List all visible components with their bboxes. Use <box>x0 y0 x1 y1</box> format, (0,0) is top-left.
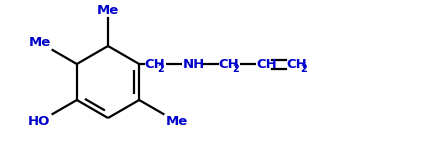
Text: Me: Me <box>166 115 187 128</box>
Text: HO: HO <box>28 115 51 128</box>
Text: 2: 2 <box>232 64 239 74</box>
Text: 2: 2 <box>158 64 164 74</box>
Text: 2: 2 <box>300 64 307 74</box>
Text: CH: CH <box>144 57 165 70</box>
Text: CH: CH <box>218 57 239 70</box>
Text: Me: Me <box>97 4 119 17</box>
Text: Me: Me <box>28 36 51 49</box>
Text: CH: CH <box>287 57 307 70</box>
Text: NH: NH <box>183 57 205 70</box>
Text: CH: CH <box>256 57 277 70</box>
